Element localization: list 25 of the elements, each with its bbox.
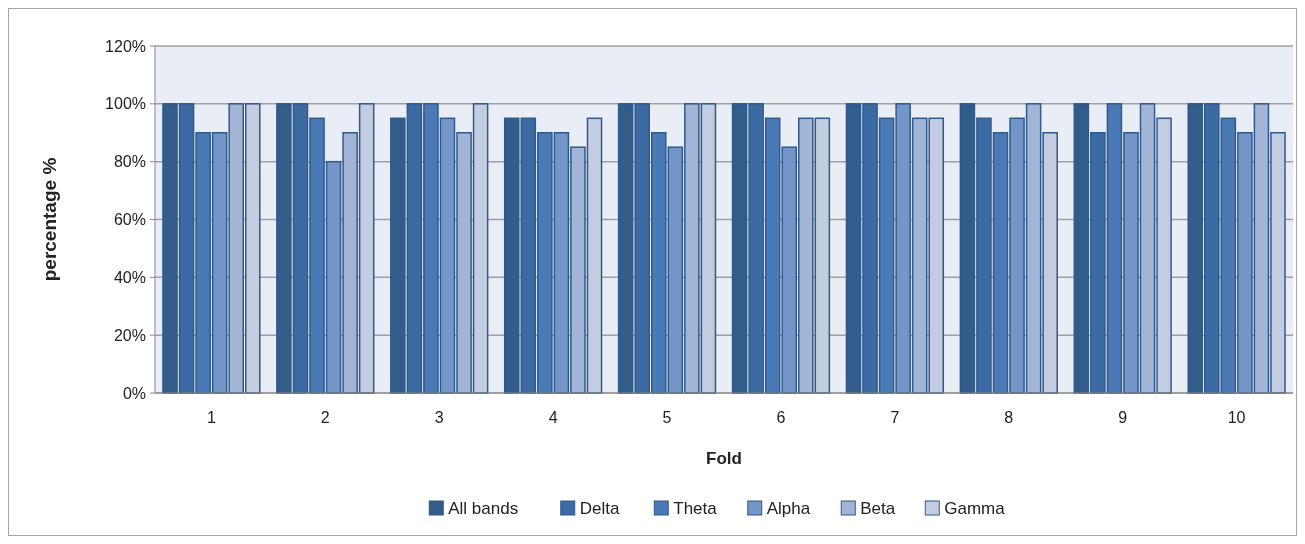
x-tick-label: 5 <box>662 409 672 426</box>
x-tick-label: 6 <box>776 409 786 426</box>
x-tick-label: 9 <box>1118 409 1128 426</box>
y-tick-label: 20% <box>113 326 146 344</box>
x-tick-label: 10 <box>1227 409 1246 426</box>
x-tick-label: 3 <box>434 409 444 426</box>
x-axis-title: Fold <box>706 449 742 468</box>
y-tick-label: 120% <box>105 37 146 55</box>
y-axis-title: percentage % <box>39 157 60 282</box>
legend-label: Delta <box>579 498 620 518</box>
x-tick-label: 2 <box>320 409 330 426</box>
x-tick-label: 1 <box>206 409 216 426</box>
x-tick-label: 4 <box>548 409 558 426</box>
legend-label: Beta <box>860 498 896 518</box>
x-tick-label: 7 <box>890 409 900 426</box>
y-tick-label: 60% <box>113 211 146 229</box>
y-tick-label: 100% <box>105 95 146 113</box>
legend-label: Gamma <box>944 498 1006 518</box>
y-tick-label: 0% <box>122 384 146 402</box>
legend-label: All bands <box>448 498 519 518</box>
x-tick-label: 8 <box>1004 409 1014 426</box>
legend-label: Alpha <box>766 498 811 518</box>
y-tick-label: 80% <box>113 153 146 171</box>
legend-label: Theta <box>673 498 718 518</box>
y-tick-label: 40% <box>113 268 146 286</box>
